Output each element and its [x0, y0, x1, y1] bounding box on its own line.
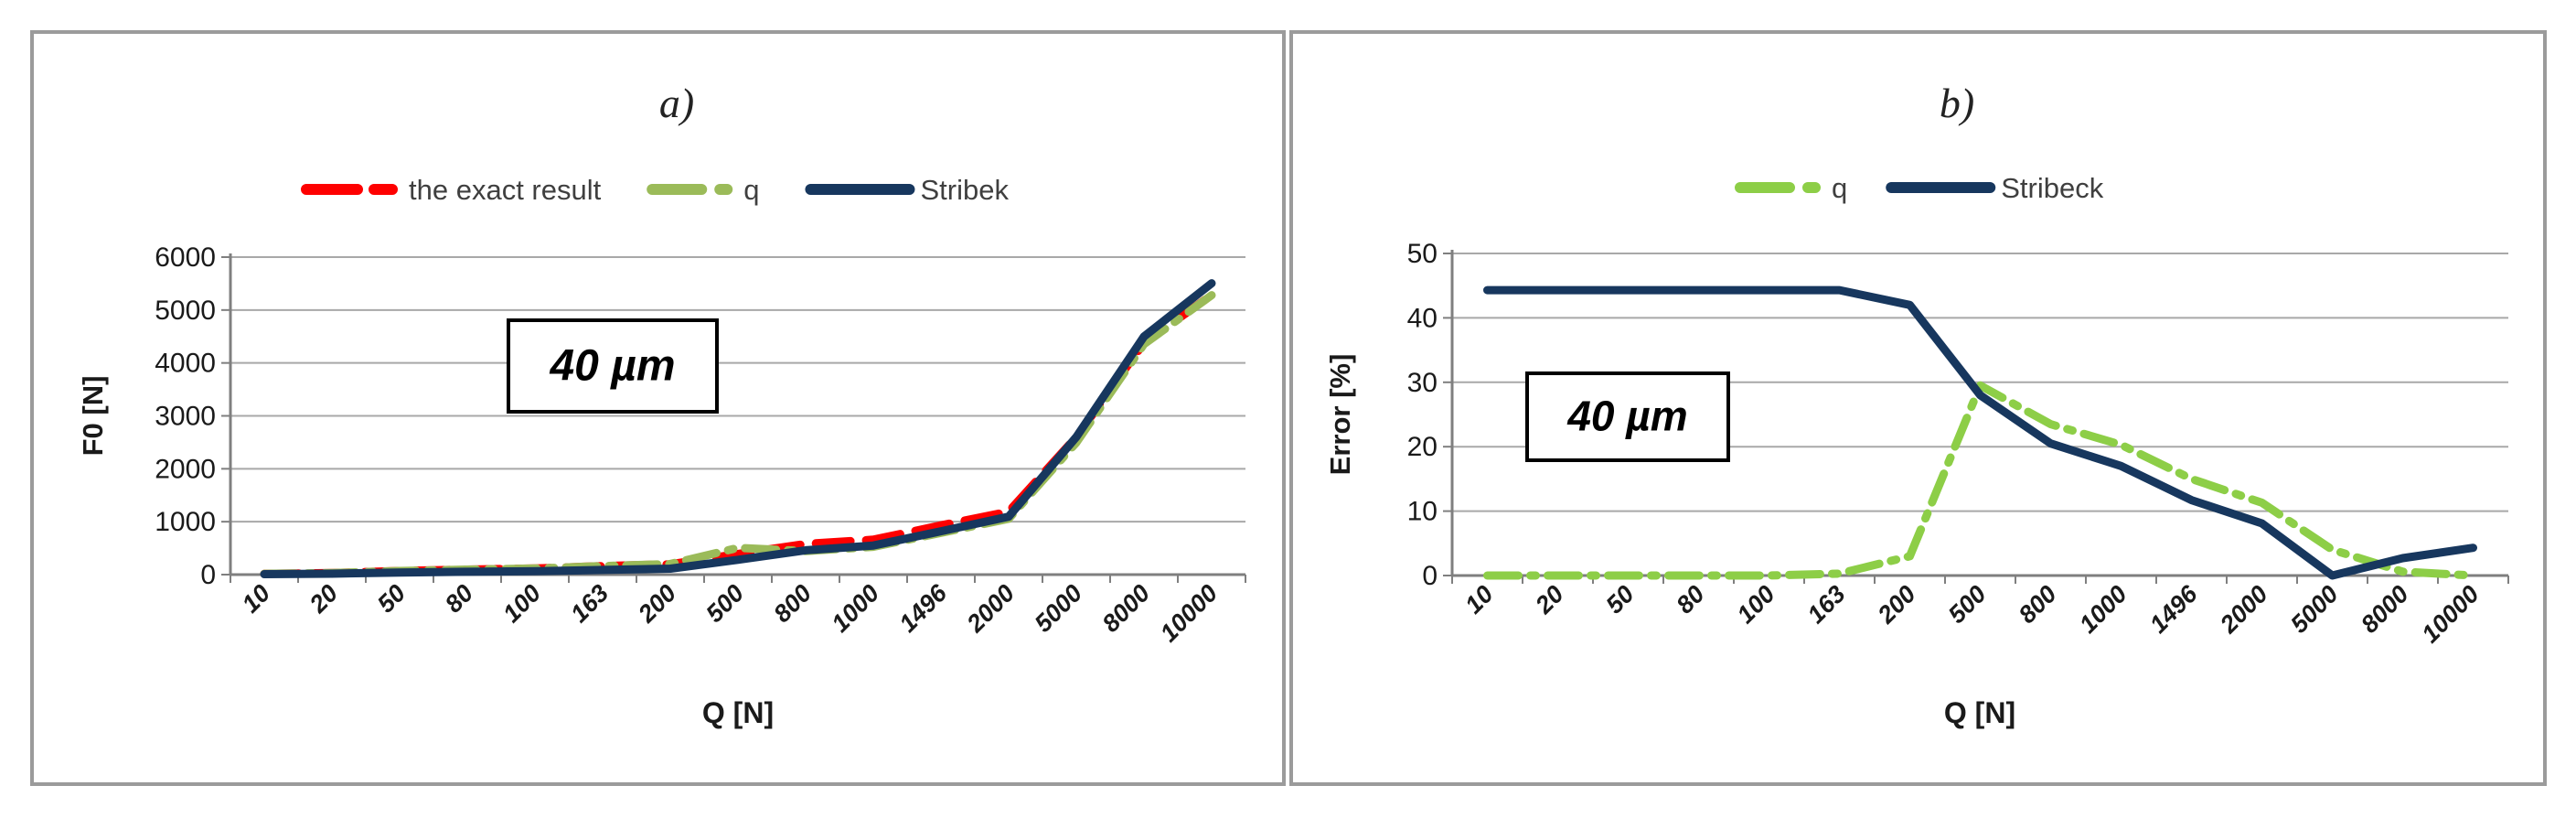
chart-title-b: b): [1940, 80, 1974, 126]
y-axis-title: Error [%]: [1324, 354, 1356, 476]
y-tick-label: 3000: [155, 402, 216, 432]
series-line-Stribeck: [1483, 285, 2477, 580]
y-tick-label: 1000: [155, 507, 216, 537]
y-tick-label: 30: [1407, 368, 1438, 398]
series-line-Stribek: [260, 279, 1216, 578]
y-tick-label: 0: [200, 560, 216, 590]
legend-label: q: [1832, 172, 1847, 204]
annotation-label: 40 µm: [549, 342, 675, 391]
chart-title-a: a): [659, 80, 694, 126]
y-tick-label: 50: [1407, 239, 1438, 269]
legend-label: q: [743, 174, 759, 206]
chart-panel-b: [1289, 30, 2547, 786]
legend-label: Stribeck: [2001, 172, 2103, 204]
x-axis-title: Q [N]: [702, 696, 774, 729]
y-tick-label: 20: [1407, 432, 1438, 462]
y-axis-title: F0 [N]: [77, 376, 109, 457]
annotation-box: [507, 318, 719, 414]
y-tick-label: 0: [1422, 561, 1438, 591]
annotation-label: 40 µm: [1566, 393, 1687, 440]
y-tick-label: 2000: [155, 454, 216, 484]
legend-label: the exact result: [409, 174, 602, 206]
series-line-q: [1483, 381, 2477, 580]
y-tick-label: 6000: [155, 242, 216, 273]
legend-label: Stribek: [920, 174, 1009, 206]
y-tick-label: 4000: [155, 349, 216, 379]
y-tick-label: 10: [1407, 497, 1438, 527]
x-axis-title: Q [N]: [1944, 696, 2015, 729]
y-tick-label: 5000: [155, 296, 216, 326]
y-tick-label: 40: [1407, 303, 1438, 333]
annotation-box: [1525, 371, 1730, 462]
